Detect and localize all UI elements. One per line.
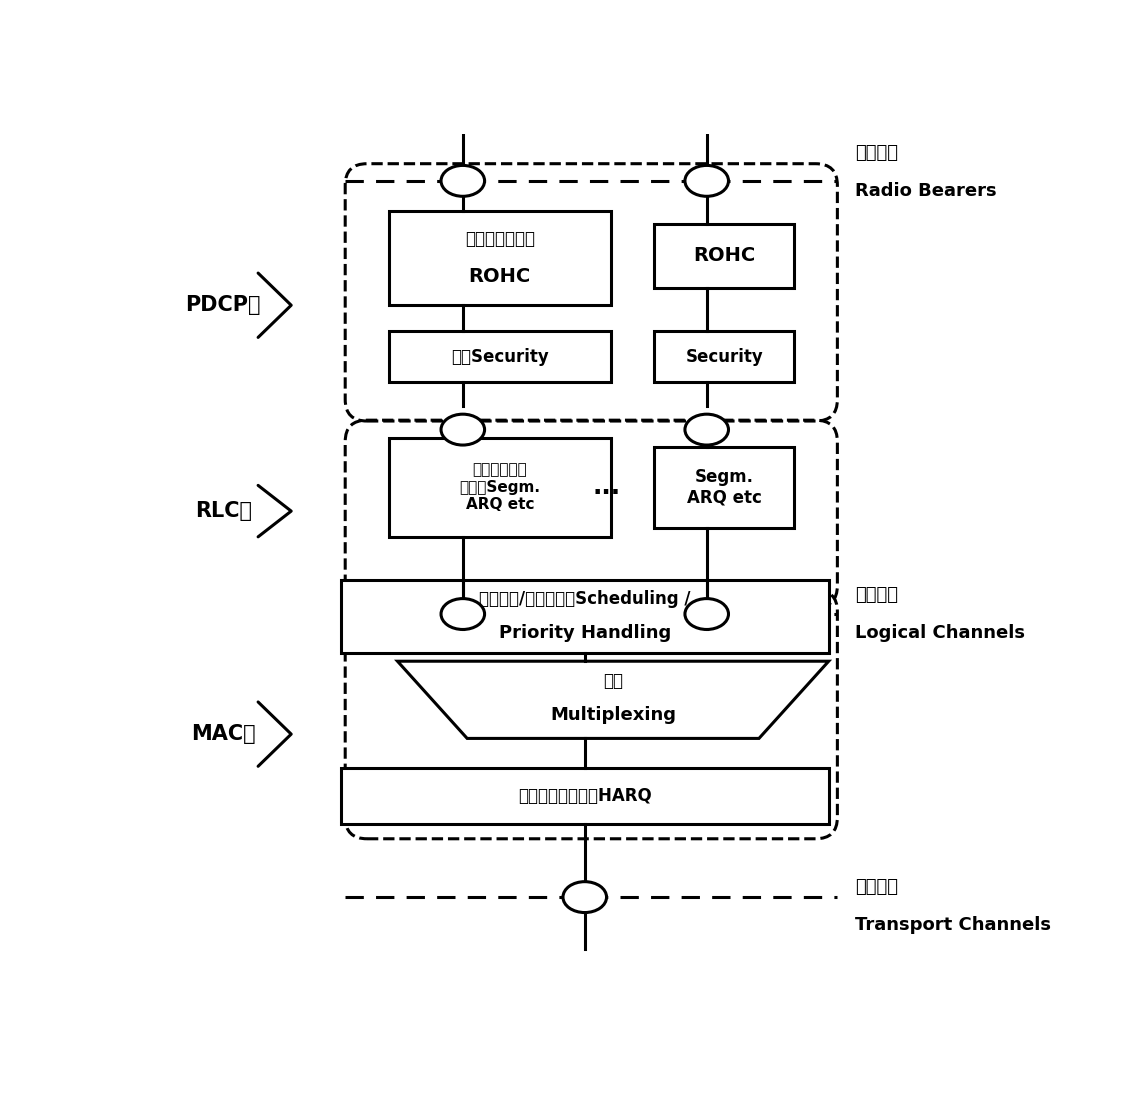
- Text: 无线承载: 无线承载: [854, 145, 898, 163]
- Text: Security: Security: [686, 348, 763, 365]
- Text: 复用: 复用: [604, 672, 623, 690]
- Ellipse shape: [685, 414, 728, 446]
- Text: Radio Bearers: Radio Bearers: [854, 183, 997, 201]
- Text: 混合自动请求重传HARQ: 混合自动请求重传HARQ: [518, 788, 652, 805]
- Text: 分段、自动请
求重传Segm.
ARQ etc: 分段、自动请 求重传Segm. ARQ etc: [460, 462, 541, 512]
- Text: ROHC: ROHC: [694, 246, 755, 265]
- Text: Segm.
ARQ etc: Segm. ARQ etc: [687, 468, 762, 507]
- Text: Priority Handling: Priority Handling: [499, 624, 671, 643]
- Text: ...: ...: [592, 475, 620, 499]
- Ellipse shape: [441, 165, 484, 196]
- Text: RLC层: RLC层: [194, 501, 252, 521]
- Text: PDCP层: PDCP层: [185, 295, 261, 315]
- Ellipse shape: [441, 414, 484, 446]
- Polygon shape: [398, 662, 828, 739]
- Bar: [341, 769, 828, 824]
- Text: ROHC: ROHC: [469, 267, 531, 286]
- Bar: [389, 331, 611, 382]
- Ellipse shape: [563, 881, 607, 912]
- Text: MAC层: MAC层: [191, 724, 255, 744]
- Text: 加密Security: 加密Security: [451, 348, 549, 365]
- Bar: [389, 438, 611, 537]
- Bar: [654, 224, 794, 289]
- Bar: [341, 579, 828, 653]
- Text: 健壮性报头压缩: 健壮性报头压缩: [465, 231, 535, 248]
- Text: Logical Channels: Logical Channels: [854, 624, 1025, 642]
- Ellipse shape: [441, 598, 484, 629]
- Bar: [389, 211, 611, 305]
- Text: Transport Channels: Transport Channels: [854, 916, 1051, 934]
- Ellipse shape: [685, 165, 728, 196]
- Text: 单播调度/优先级处理Scheduling /: 单播调度/优先级处理Scheduling /: [479, 590, 690, 608]
- Bar: [654, 447, 794, 528]
- Text: 逻辑信道: 逻辑信道: [854, 586, 898, 604]
- Text: 传输信道: 传输信道: [854, 878, 898, 896]
- Text: Multiplexing: Multiplexing: [550, 706, 676, 724]
- Ellipse shape: [685, 598, 728, 629]
- Bar: [654, 331, 794, 382]
